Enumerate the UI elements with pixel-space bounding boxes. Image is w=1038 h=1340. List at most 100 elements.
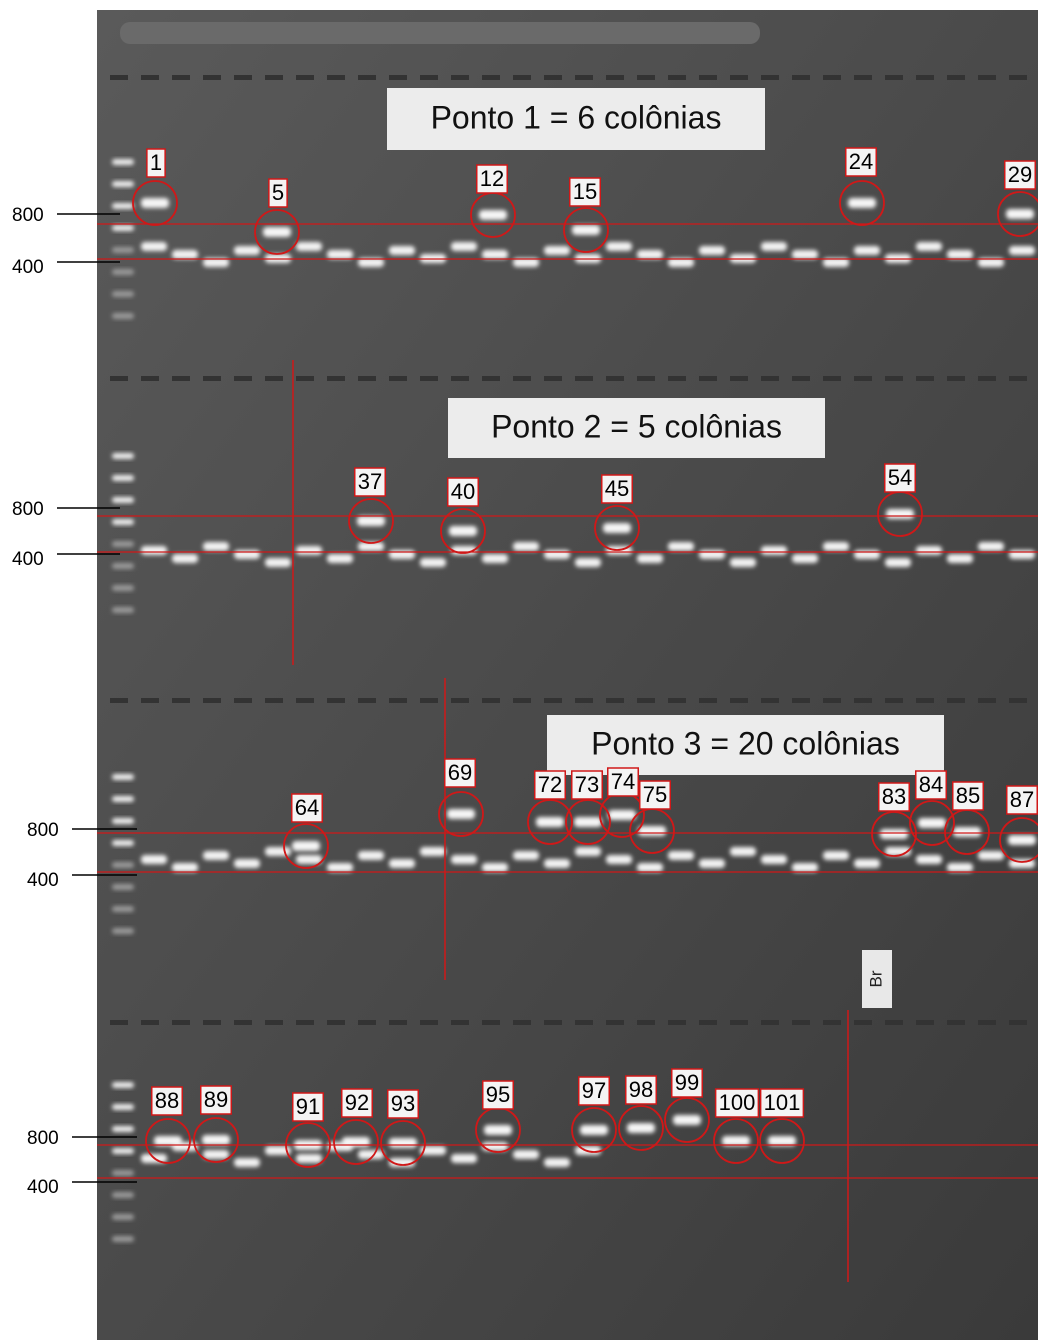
band bbox=[389, 246, 415, 255]
band bbox=[358, 851, 384, 860]
ladder-band bbox=[112, 1236, 134, 1242]
blank-label: Br bbox=[866, 970, 885, 987]
band bbox=[389, 1138, 417, 1148]
well bbox=[916, 1020, 934, 1025]
ladder-band bbox=[112, 519, 134, 525]
band bbox=[172, 554, 198, 563]
ladder-band bbox=[112, 497, 134, 503]
colony-label: 101 bbox=[764, 1090, 801, 1115]
ladder-band bbox=[112, 291, 134, 297]
band bbox=[203, 851, 229, 860]
well bbox=[730, 376, 748, 381]
well bbox=[668, 698, 686, 703]
colony-label: 84 bbox=[919, 772, 943, 797]
well bbox=[823, 1020, 841, 1025]
colony-label: 89 bbox=[204, 1087, 228, 1112]
band bbox=[947, 863, 973, 872]
well bbox=[823, 376, 841, 381]
band bbox=[172, 863, 198, 872]
band bbox=[292, 841, 320, 851]
band bbox=[451, 855, 477, 864]
ladder-band bbox=[112, 928, 134, 934]
well bbox=[234, 1020, 252, 1025]
ladder-band bbox=[112, 475, 134, 481]
band bbox=[544, 859, 570, 868]
band bbox=[451, 1154, 477, 1163]
well bbox=[296, 376, 314, 381]
well bbox=[792, 75, 810, 80]
marker-label: 800 bbox=[27, 820, 59, 841]
colony-label: 85 bbox=[956, 783, 980, 808]
ladder-band bbox=[112, 563, 134, 569]
ladder-band bbox=[112, 313, 134, 319]
well bbox=[792, 1020, 810, 1025]
well bbox=[978, 698, 996, 703]
well bbox=[761, 75, 779, 80]
marker-label: 400 bbox=[12, 549, 44, 570]
well bbox=[699, 1020, 717, 1025]
colony-label: 73 bbox=[575, 772, 599, 797]
well bbox=[513, 698, 531, 703]
marker-label: 800 bbox=[12, 205, 44, 226]
ladder-band bbox=[112, 541, 134, 547]
ladder-band bbox=[112, 1170, 134, 1176]
colony-label: 1 bbox=[150, 150, 162, 175]
ladder-band bbox=[112, 1126, 134, 1132]
well bbox=[513, 376, 531, 381]
band bbox=[978, 542, 1004, 551]
well bbox=[141, 376, 159, 381]
band bbox=[916, 855, 942, 864]
well bbox=[854, 376, 872, 381]
band bbox=[575, 558, 601, 567]
band bbox=[327, 250, 353, 259]
well bbox=[761, 698, 779, 703]
band bbox=[296, 1154, 322, 1163]
well bbox=[172, 75, 190, 80]
well bbox=[575, 698, 593, 703]
well bbox=[1009, 698, 1027, 703]
panel-title: Ponto 1 = 6 colônias bbox=[431, 99, 722, 135]
colony-label: 97 bbox=[582, 1078, 606, 1103]
well bbox=[575, 1020, 593, 1025]
marker-label: 400 bbox=[27, 870, 59, 891]
well bbox=[699, 698, 717, 703]
well bbox=[389, 376, 407, 381]
well bbox=[854, 75, 872, 80]
band bbox=[513, 1150, 539, 1159]
colony-label: 98 bbox=[629, 1077, 653, 1102]
band bbox=[580, 1125, 608, 1135]
well bbox=[606, 75, 624, 80]
well bbox=[978, 75, 996, 80]
band bbox=[673, 1115, 701, 1125]
band bbox=[699, 246, 725, 255]
ladder-band bbox=[112, 774, 134, 780]
band bbox=[880, 829, 908, 839]
band bbox=[513, 851, 539, 860]
colony-label: 64 bbox=[295, 795, 319, 820]
band bbox=[916, 546, 942, 555]
well bbox=[110, 376, 128, 381]
well bbox=[172, 1020, 190, 1025]
colony-label: 87 bbox=[1010, 787, 1034, 812]
well bbox=[668, 1020, 686, 1025]
well bbox=[203, 1020, 221, 1025]
well bbox=[203, 376, 221, 381]
band bbox=[823, 851, 849, 860]
band bbox=[761, 242, 787, 251]
band bbox=[420, 847, 446, 856]
ladder-band bbox=[112, 1192, 134, 1198]
band bbox=[608, 810, 636, 820]
band bbox=[854, 859, 880, 868]
well bbox=[730, 75, 748, 80]
band bbox=[357, 516, 385, 526]
well bbox=[823, 698, 841, 703]
well bbox=[761, 1020, 779, 1025]
band bbox=[637, 250, 663, 259]
band bbox=[296, 242, 322, 251]
well bbox=[947, 75, 965, 80]
ladder-band bbox=[112, 203, 134, 209]
well bbox=[358, 75, 376, 80]
band bbox=[234, 859, 260, 868]
band bbox=[449, 526, 477, 536]
ladder-band bbox=[112, 225, 134, 231]
